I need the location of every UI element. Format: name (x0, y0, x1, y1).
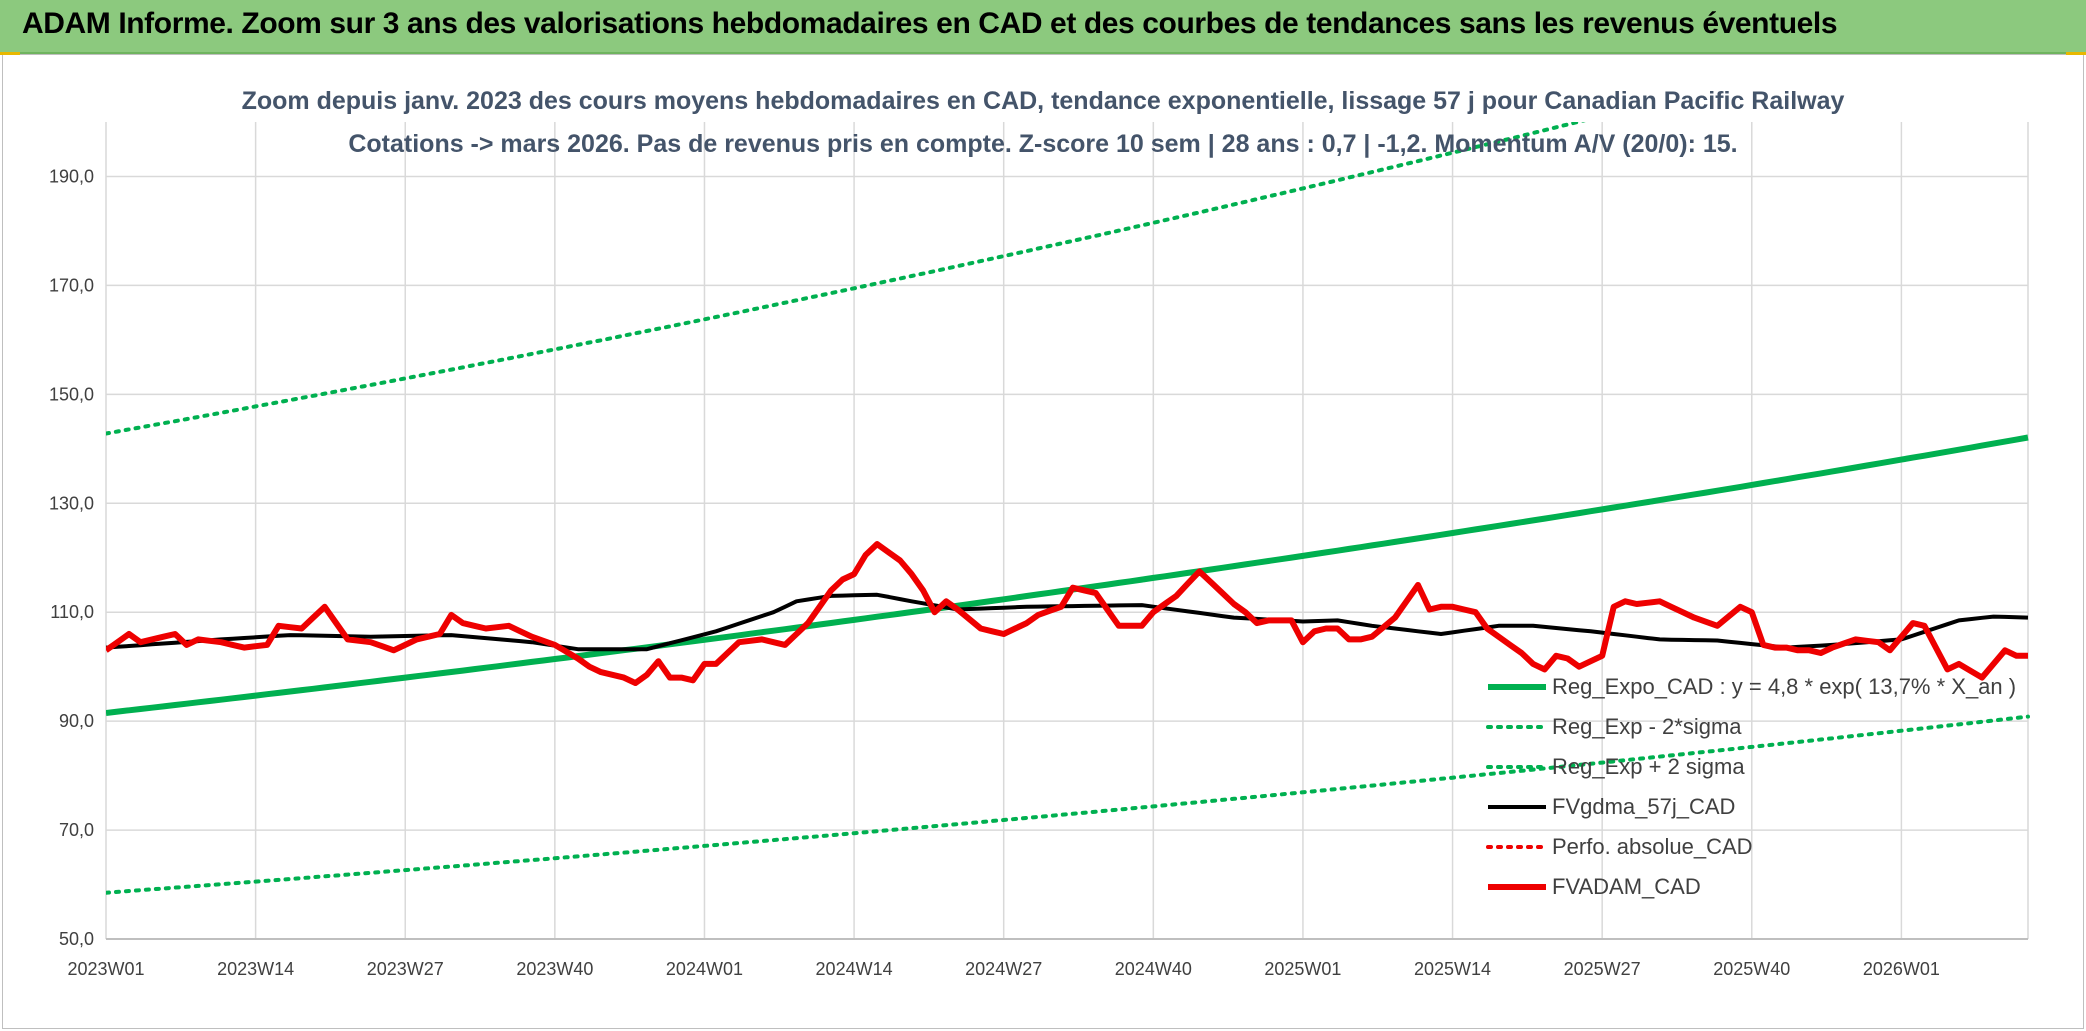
adam-line (106, 541, 2028, 686)
regression-line (106, 434, 2029, 716)
x-tick-label: 2024W14 (816, 959, 893, 979)
x-tick-label: 2025W40 (1713, 959, 1790, 979)
frame-corner-marker (0, 52, 20, 55)
y-tick-label: 150,0 (49, 384, 94, 404)
upper-sigma-band (106, 122, 1586, 436)
y-tick-label: 50,0 (59, 929, 94, 949)
x-tick-label: 2024W40 (1115, 959, 1192, 979)
report-banner: ADAM Informe. Zoom sur 3 ans des valoris… (0, 0, 2086, 54)
y-tick-label: 70,0 (59, 820, 94, 840)
y-tick-label: 110,0 (50, 602, 94, 622)
legend-adam-label: FVADAM_CAD (1552, 874, 1701, 899)
axis-layer: 50,0 70,0 90,0 110,0 130,0 150,0 170,0 190,0 202… (49, 166, 2028, 979)
x-tick-label: 2023W01 (67, 959, 144, 979)
frame-corner-marker (2066, 52, 2086, 55)
x-tick-label: 2023W27 (367, 959, 444, 979)
chart-frame (2, 54, 2084, 1029)
chart-subtitle-line1: Zoom depuis janv. 2023 des cours moyens … (242, 87, 1845, 115)
x-tick-label: 2023W40 (516, 959, 593, 979)
x-tick-label: 2024W01 (666, 959, 743, 979)
legend-gdma-label: FVgdma_57j_CAD (1552, 794, 1735, 819)
legend-perfo-label: Perfo. absolue_CAD (1552, 834, 1753, 859)
legend-regression-label: Reg_Expo_CAD : y = 4,8 * exp( 13,7% * X_… (1552, 674, 2016, 699)
x-tick-label: 2024W27 (965, 959, 1042, 979)
x-tick-label: 2023W14 (217, 959, 294, 979)
x-tick-label: 2025W01 (1264, 959, 1341, 979)
y-tick-label: 90,0 (59, 711, 94, 731)
y-tick-label: 130,0 (49, 493, 94, 513)
series-layer (106, 122, 2030, 895)
legend-upper-sigma-label: Reg_Exp + 2 sigma (1552, 754, 1745, 779)
y-tick-label: 190,0 (49, 166, 94, 186)
legend-lower-sigma-label: Reg_Exp - 2*sigma (1552, 714, 1742, 739)
x-tick-label: 2026W01 (1863, 959, 1940, 979)
chart-subtitle-line2: Cotations -> mars 2026. Pas de revenus p… (348, 130, 1737, 158)
grid-layer (105, 122, 2029, 940)
y-tick-label: 170,0 (49, 275, 94, 295)
x-tick-label: 2025W27 (1564, 959, 1641, 979)
legend-layer: Reg_Expo_CAD : y = 4,8 * exp( 13,7% * X_… (1486, 674, 2016, 899)
lower-sigma-band (106, 714, 2030, 895)
report-title: ADAM Informe. Zoom sur 3 ans des valoris… (22, 7, 1838, 40)
x-tick-label: 2025W14 (1414, 959, 1491, 979)
